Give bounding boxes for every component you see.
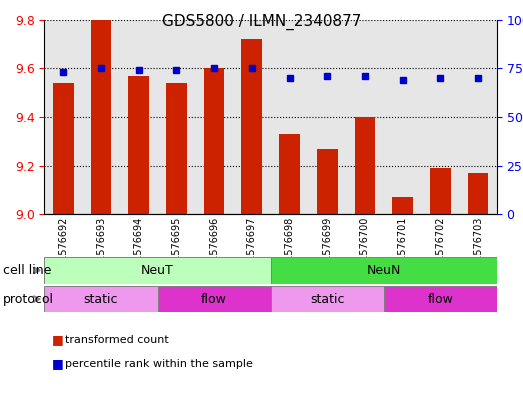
Bar	[279, 134, 300, 214]
Text: GDS5800 / ILMN_2340877: GDS5800 / ILMN_2340877	[162, 14, 361, 30]
Text: static: static	[310, 292, 345, 306]
Bar	[459, 20, 497, 214]
Bar	[157, 286, 271, 312]
Text: NeuN: NeuN	[367, 264, 401, 277]
Bar	[317, 149, 337, 214]
Bar	[309, 20, 346, 214]
Bar	[82, 20, 120, 214]
Bar	[44, 257, 271, 284]
Text: flow: flow	[427, 292, 453, 306]
Text: ■: ■	[52, 333, 64, 347]
Bar	[271, 257, 497, 284]
Text: protocol: protocol	[3, 292, 54, 306]
Text: ■: ■	[52, 357, 64, 370]
Bar	[355, 117, 376, 214]
Text: transformed count: transformed count	[65, 335, 169, 345]
Text: cell line: cell line	[3, 264, 51, 277]
Bar	[128, 75, 149, 214]
Bar	[120, 20, 157, 214]
Bar	[384, 20, 422, 214]
Bar	[468, 173, 488, 214]
Bar	[195, 20, 233, 214]
Text: static: static	[84, 292, 118, 306]
Bar	[44, 20, 82, 214]
Bar	[157, 20, 195, 214]
Bar	[346, 20, 384, 214]
Text: NeuT: NeuT	[141, 264, 174, 277]
Bar	[242, 39, 262, 214]
Bar	[53, 83, 74, 214]
Text: percentile rank within the sample: percentile rank within the sample	[65, 358, 253, 369]
Bar	[422, 20, 459, 214]
Bar	[204, 68, 224, 214]
Bar	[392, 197, 413, 214]
Bar	[90, 20, 111, 214]
Bar	[44, 286, 157, 312]
Bar	[166, 83, 187, 214]
Bar	[271, 20, 309, 214]
Bar	[233, 20, 270, 214]
Bar	[384, 286, 497, 312]
Text: flow: flow	[201, 292, 227, 306]
Bar	[430, 168, 451, 214]
Bar	[271, 286, 384, 312]
